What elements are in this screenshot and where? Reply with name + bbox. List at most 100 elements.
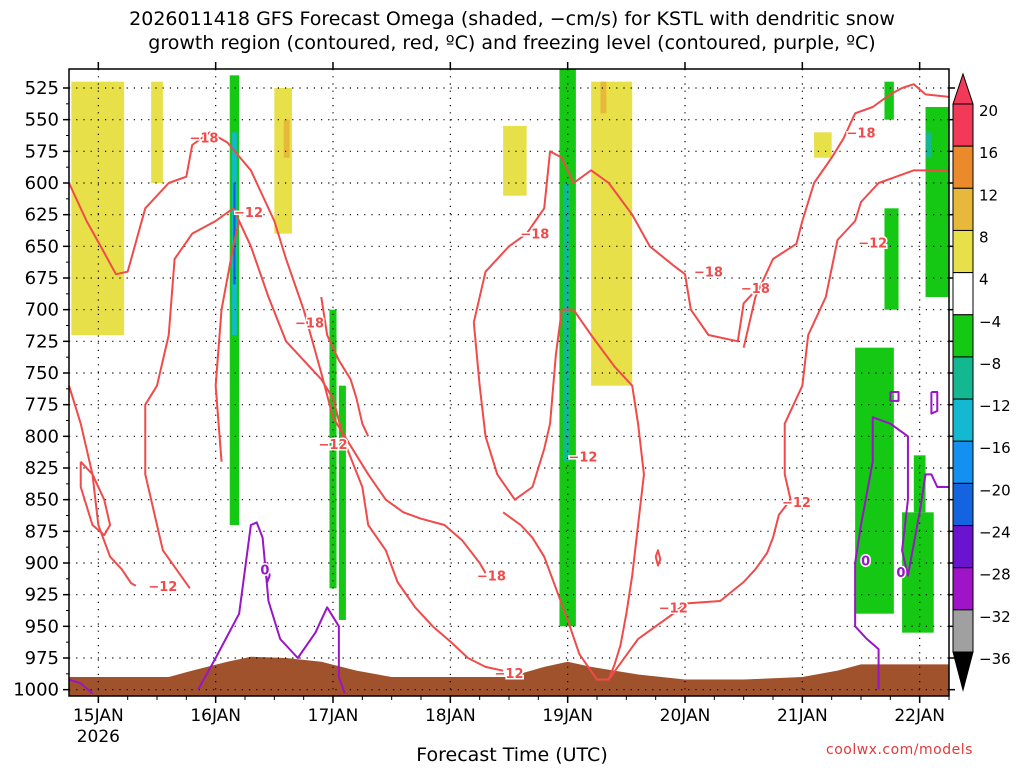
x-tick-label-20: 20JAN xyxy=(660,706,711,726)
y-axis: 525 550 575 600 625 650 675 700 725 750 775 800 825 8… xyxy=(13,78,955,701)
colorbar-segment-8 xyxy=(952,440,974,484)
omega-yellow-3 xyxy=(274,88,292,234)
colorbar-segment-7 xyxy=(952,398,974,442)
freezing-contour-left xyxy=(68,678,94,695)
omega-yellow-2 xyxy=(151,81,163,183)
colorbar-segment-9 xyxy=(952,482,974,527)
freezing-contour-right xyxy=(854,416,949,627)
colorbar-top-arrow xyxy=(952,72,974,105)
y-tick-label-900: 900 xyxy=(25,553,59,574)
dgz-contour-minus12-inner xyxy=(79,460,112,537)
x-tick-sublabel-15: 2026 xyxy=(77,727,120,747)
y-tick-label-650: 650 xyxy=(25,236,59,257)
dgz-contour-minus18-right xyxy=(742,83,950,348)
contour-label-1: −12 xyxy=(234,206,263,221)
y-tick-label-675: 675 xyxy=(25,268,59,289)
freezing-contour-right-small xyxy=(930,391,939,415)
dgz-contour-minus12-loop-1 xyxy=(144,207,504,672)
colorbar-label-11: −28 xyxy=(979,566,1011,584)
colorbar-label-6: −8 xyxy=(979,355,1001,373)
x-tick-label-21: 21JAN xyxy=(777,706,828,726)
chart-title-line-1: 2026011418 GFS Forecast Omega (shaded, −… xyxy=(129,8,895,30)
contour-label-15: 0 xyxy=(861,554,870,569)
colorbar-segment-6 xyxy=(952,356,974,400)
y-tick-label-950: 950 xyxy=(25,616,59,637)
contour-label-12: −12 xyxy=(782,496,811,511)
colorbar-label-5: −4 xyxy=(979,313,1001,331)
colorbar-label-9: −20 xyxy=(979,481,1011,499)
omega-yellow-6 xyxy=(814,132,832,158)
y-tick-label-750: 750 xyxy=(25,363,59,384)
omega-yellow-5 xyxy=(591,81,633,386)
contour-label-6: −12 xyxy=(495,667,524,682)
y-tick-label-825: 825 xyxy=(25,458,59,479)
dgz-contour-minus18-mid xyxy=(214,220,241,462)
freezing-contour-mid-small xyxy=(263,562,271,583)
colorbar-bottom-arrow xyxy=(952,651,974,692)
contour-label-16: 0 xyxy=(896,566,905,581)
y-tick-label-725: 725 xyxy=(25,331,59,352)
dgz-contour-minus12-left xyxy=(68,385,137,587)
freezing-contour-mid xyxy=(197,521,346,694)
omega-green-6 xyxy=(884,208,899,310)
x-tick-label-15: 15JAN xyxy=(73,706,124,726)
omega-orange-1 xyxy=(283,119,290,158)
colorbar-label-1: 16 xyxy=(979,144,998,162)
omega-green-9 xyxy=(925,107,949,297)
omega-teal-3 xyxy=(925,132,932,158)
terrain-fill xyxy=(69,656,949,696)
terrain-layer xyxy=(69,656,949,696)
freezing-contour-right-dot xyxy=(889,391,900,402)
contour-label-11: −18 xyxy=(741,282,770,297)
x-tick-label-19: 19JAN xyxy=(542,706,593,726)
contour-label-13: −12 xyxy=(858,237,887,252)
x-tick-label-16: 16JAN xyxy=(190,706,241,726)
dgz-contour-minus18-tower xyxy=(472,150,757,343)
y-tick-label-575: 575 xyxy=(25,141,59,162)
x-tick-label-17: 17JAN xyxy=(308,706,359,726)
colorbar-segment-11 xyxy=(952,567,974,611)
contour-label-layer: −18 −12 −18 −12 −12 −18 −12 −18 −12 −12 −18 −18 −12 −… xyxy=(147,125,907,684)
dgz-contour-minus18-mid2 xyxy=(320,296,370,437)
dgz-contour-minus18-loop xyxy=(472,308,645,681)
y-tick-label-975: 975 xyxy=(25,648,59,669)
omega-green-2 xyxy=(329,309,337,589)
contour-label-0: −18 xyxy=(189,131,218,146)
contour-label-10: −18 xyxy=(694,266,723,281)
y-tick-label-600: 600 xyxy=(25,173,59,194)
colorbar-label-13: −36 xyxy=(979,650,1011,668)
y-tick-label-1000: 1000 xyxy=(13,680,59,701)
omega-green-3 xyxy=(338,385,346,620)
omega-orange-2 xyxy=(600,81,607,114)
contour-layer xyxy=(68,83,950,695)
colorbar-segment-12 xyxy=(952,609,974,653)
x-axis-label: Forecast Time (UTC) xyxy=(416,744,608,766)
y-tick-label-850: 850 xyxy=(25,490,59,511)
dgz-contour-minus12-small xyxy=(654,549,662,567)
colorbar-segment-0 xyxy=(952,103,974,147)
x-tick-label-18: 18JAN xyxy=(425,706,476,726)
contour-label-17: 0 xyxy=(260,563,269,578)
freezing-contour-right-low xyxy=(854,625,880,690)
omega-green-8 xyxy=(913,455,926,513)
omega-green-5 xyxy=(855,347,894,614)
colorbar-segment-2 xyxy=(952,187,974,231)
colorbar-label-0: 20 xyxy=(979,102,998,120)
colorbar-label-7: −12 xyxy=(979,397,1011,415)
chart-title-line-2: growth region (contoured, red, ºC) and f… xyxy=(148,32,876,54)
credit-text: coolwx.com/models xyxy=(826,742,973,758)
contour-label-5: −18 xyxy=(477,570,506,585)
colorbar-segment-1 xyxy=(952,145,974,189)
y-tick-label-550: 550 xyxy=(25,110,59,131)
colorbar-segment-5 xyxy=(952,314,974,358)
omega-teal-2 xyxy=(562,183,571,462)
dgz-contour-minus12-loop-2 xyxy=(607,169,949,681)
colorbar-segment-10 xyxy=(952,525,974,569)
y-tick-label-625: 625 xyxy=(25,205,59,226)
colorbar-segment-3 xyxy=(952,229,974,274)
dgz-contour-minus18-left xyxy=(68,131,487,574)
contour-label-2: −18 xyxy=(295,316,324,331)
colorbar-label-8: −16 xyxy=(979,439,1011,457)
